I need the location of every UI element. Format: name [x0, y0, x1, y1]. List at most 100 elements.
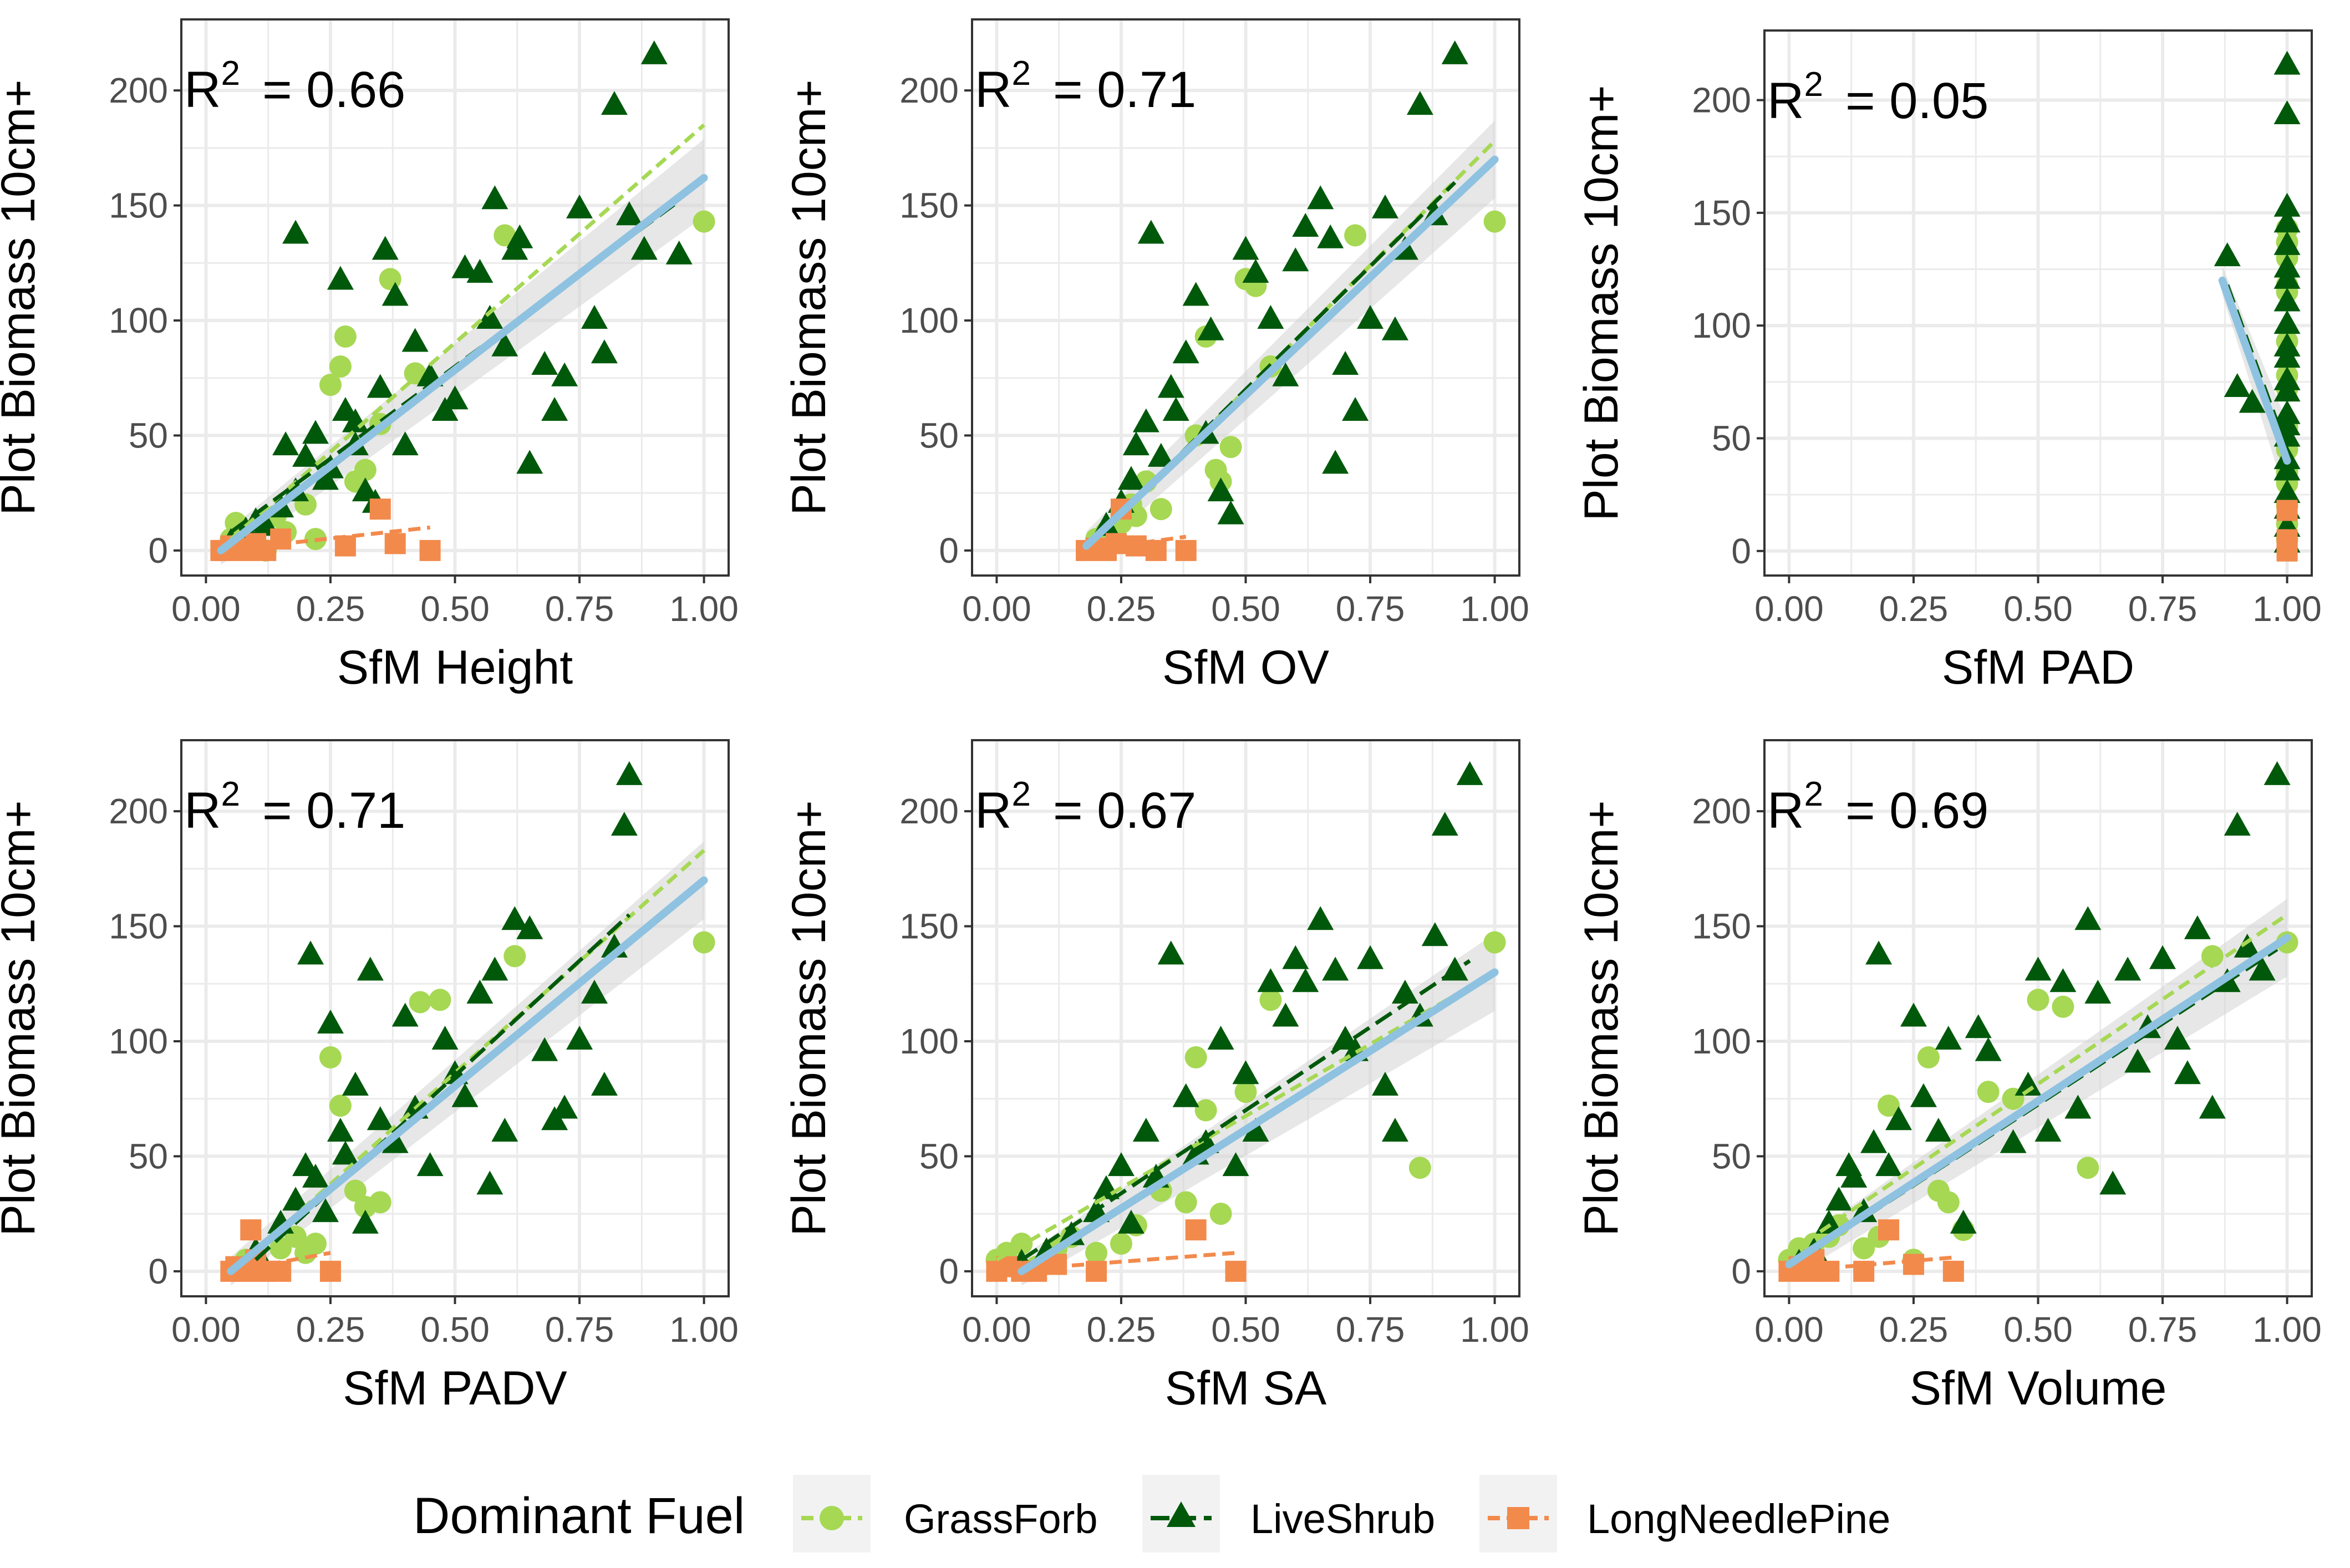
point-liveshrub: [2273, 208, 2301, 233]
point-liveshrub: [372, 236, 399, 260]
legend-label-longneedlepine: LongNeedlePine: [1587, 1496, 1890, 1542]
point-liveshrub: [2015, 1071, 2042, 1096]
x-tick-label: 0.25: [1087, 589, 1156, 629]
point-liveshrub: [1272, 362, 1299, 386]
point-liveshrub: [1207, 1025, 1234, 1050]
r-squared-superscript: 2: [1011, 775, 1030, 813]
x-tick-label: 0.75: [1336, 1310, 1405, 1350]
r-squared-symbol: R: [184, 62, 221, 118]
point-liveshrub: [476, 1170, 503, 1195]
y-tick-label: 100: [1692, 1021, 1751, 1061]
y-tick-label: 150: [109, 186, 168, 226]
legend-marker-liveshrub: [1167, 1501, 1196, 1527]
point-liveshrub: [1935, 1025, 1962, 1050]
point-grassforb: [1110, 1233, 1132, 1255]
point-liveshrub: [1441, 40, 1468, 64]
point-liveshrub: [1147, 442, 1174, 467]
point-grassforb: [1344, 224, 1367, 247]
point-liveshrub: [531, 1037, 558, 1061]
x-tick-label: 0.75: [545, 589, 614, 629]
point-longneedlepine: [1942, 1260, 1964, 1282]
point-grassforb: [693, 931, 715, 954]
point-grassforb: [1209, 1203, 1232, 1225]
point-grassforb: [319, 1046, 342, 1069]
point-liveshrub: [1107, 1152, 1135, 1177]
point-liveshrub: [2273, 100, 2301, 125]
point-grassforb: [1219, 436, 1242, 459]
y-tick-label: 0: [148, 531, 168, 571]
point-liveshrub: [2164, 1025, 2191, 1050]
y-tick-label: 0: [1731, 1251, 1751, 1291]
point-liveshrub: [2273, 366, 2301, 390]
point-liveshrub: [2074, 906, 2102, 930]
point-liveshrub: [481, 185, 508, 210]
point-longneedlepine: [369, 498, 391, 520]
y-tick-label: 150: [109, 907, 168, 946]
point-liveshrub: [367, 374, 394, 398]
point-liveshrub: [2273, 310, 2301, 334]
point-liveshrub: [2234, 934, 2261, 958]
legend-key-longneedlepine: LongNeedlePine: [1479, 1475, 1890, 1552]
point-liveshrub: [1381, 1117, 1408, 1142]
fit-line-longneedlepine: [1086, 534, 1187, 553]
point-liveshrub: [2025, 956, 2052, 981]
point-grassforb: [379, 268, 401, 291]
point-liveshrub: [1371, 1071, 1398, 1096]
point-liveshrub: [357, 956, 384, 981]
fit-line-overall: [1018, 968, 1499, 1275]
legend-label-liveshrub: LiveShrub: [1250, 1496, 1435, 1542]
x-tick-label: 0.25: [296, 589, 365, 629]
x-tick-label: 1.00: [2252, 589, 2322, 629]
point-liveshrub: [1875, 1152, 1903, 1177]
point-liveshrub: [2149, 945, 2176, 969]
point-liveshrub: [1840, 1163, 1868, 1188]
point-liveshrub: [541, 396, 568, 421]
r-squared-value: = 0.71: [1053, 62, 1196, 118]
point-liveshrub: [1172, 1083, 1199, 1107]
r-squared-value: = 0.67: [1053, 782, 1196, 839]
point-liveshrub: [2049, 968, 2077, 992]
y-tick-label: 100: [109, 301, 168, 340]
point-grassforb: [329, 355, 352, 378]
point-liveshrub: [1975, 1037, 2002, 1061]
point-liveshrub: [441, 385, 469, 410]
point-grassforb: [1085, 1241, 1108, 1264]
point-liveshrub: [1860, 1129, 1888, 1153]
point-liveshrub: [616, 201, 643, 226]
point-liveshrub: [1157, 940, 1184, 965]
point-liveshrub: [591, 1071, 618, 1096]
legend-marker-grassforb: [820, 1506, 844, 1530]
point-liveshrub: [1307, 185, 1334, 210]
chart-panel-5: 0.00 0.25 0.50 0.75 1.00 0 50 100 150 200 SfM SA Pl…: [782, 739, 1529, 1415]
point-liveshrub: [531, 350, 558, 375]
point-grassforb: [2027, 989, 2049, 1011]
point-liveshrub: [327, 266, 354, 290]
x-axis-label: SfM PAD: [1942, 641, 2134, 694]
point-liveshrub: [640, 40, 668, 64]
r-squared-value: = 0.66: [262, 62, 405, 118]
point-liveshrub: [1257, 968, 1284, 992]
point-grassforb: [409, 991, 431, 1014]
point-liveshrub: [352, 1209, 379, 1234]
legend-title: Dominant Fuel: [413, 1488, 745, 1544]
point-grassforb: [1853, 1237, 1875, 1260]
point-liveshrub: [481, 956, 508, 981]
x-tick-label: 0.00: [962, 589, 1031, 629]
point-liveshrub: [431, 1025, 459, 1050]
x-tick-label: 0.50: [1211, 1310, 1280, 1350]
point-grassforb: [344, 1179, 367, 1202]
point-liveshrub: [591, 339, 618, 364]
point-liveshrub: [1122, 431, 1149, 456]
x-tick-label: 1.00: [2252, 1310, 2322, 1350]
point-liveshrub: [2263, 761, 2291, 785]
point-liveshrub: [1292, 213, 1319, 237]
point-liveshrub: [327, 1117, 354, 1142]
x-tick-label: 0.50: [2003, 1310, 2073, 1350]
point-liveshrub: [282, 220, 309, 244]
point-liveshrub: [2034, 1117, 2062, 1142]
y-tick-label: 0: [1731, 531, 1751, 571]
y-axis-label: Plot Biomass 10cm+: [1575, 800, 1628, 1236]
point-liveshrub: [1272, 1002, 1299, 1027]
y-tick-label: 50: [919, 415, 959, 455]
y-tick-label: 150: [899, 186, 959, 226]
